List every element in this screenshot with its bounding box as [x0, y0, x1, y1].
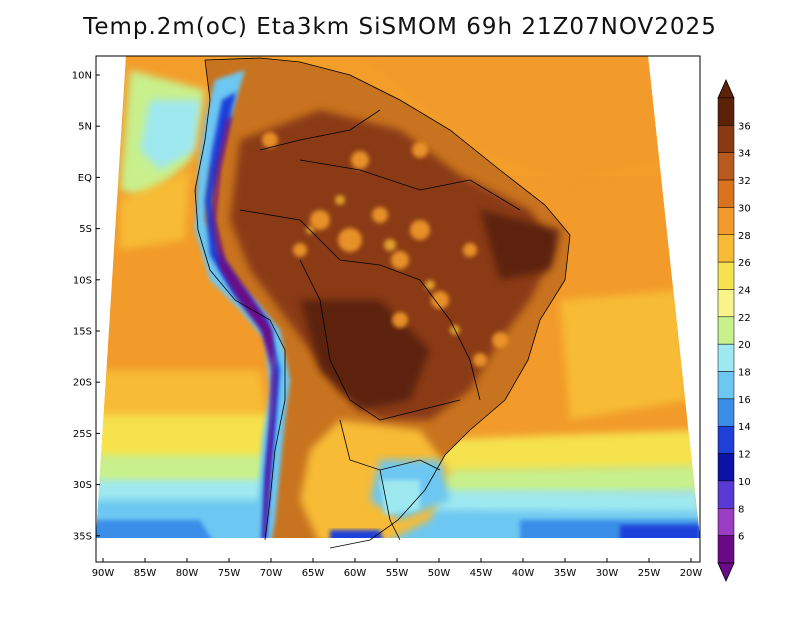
map-frame	[95, 55, 701, 563]
colorbar-label: 16	[738, 395, 751, 406]
colorbar-label: 18	[738, 368, 751, 379]
lon-tick-label: 40W	[512, 568, 535, 579]
colorbar-label: 30	[738, 203, 751, 214]
lat-tick-label: 35S	[73, 531, 92, 542]
temperature-field	[96, 56, 700, 538]
lat-tick-label: 5S	[79, 224, 92, 235]
colorbar-segment	[717, 179, 735, 208]
latitude-axis: 10N 5N EQ 5S 10S 15S 20S 25S 30S 35S	[72, 71, 100, 542]
lon-tick-label: 85W	[134, 568, 157, 579]
colorbar-label: 28	[738, 231, 751, 242]
colorbar-label: 14	[738, 422, 751, 433]
lat-tick-label: EQ	[78, 173, 92, 184]
lon-tick-label: 70W	[260, 568, 283, 579]
lon-tick-label: 20W	[680, 568, 703, 579]
colorbar-segment	[717, 508, 735, 536]
colorbar-segment	[717, 125, 735, 153]
colorbar-label: 34	[738, 149, 751, 160]
colorbar-segment	[717, 453, 735, 482]
lat-tick-label: 20S	[73, 378, 92, 389]
colorbar-label: 10	[738, 477, 751, 488]
lon-tick-label: 90W	[92, 568, 115, 579]
colorbar-label: 20	[738, 340, 751, 351]
colorbar-label: 26	[738, 258, 751, 269]
lon-tick-label: 35W	[554, 568, 577, 579]
coastlines-borders	[194, 57, 571, 549]
colorbar-segment	[717, 152, 735, 181]
colorbar-segment	[717, 398, 735, 427]
colorbar-segment	[717, 425, 735, 454]
colorbar-segment	[717, 343, 735, 372]
colorbar: 36 34 32 30 28 26 24 22 20 18 16 14 12 10 8 6	[717, 79, 751, 582]
lon-tick-label: 80W	[176, 568, 199, 579]
lat-tick-label: 10S	[73, 275, 92, 286]
colorbar-segment	[717, 371, 735, 400]
colorbar-label: 36	[738, 121, 751, 132]
colorbar-segment	[717, 261, 735, 290]
lat-tick-label: 5N	[78, 122, 92, 133]
colorbar-segment	[717, 316, 735, 345]
colorbar-segment	[717, 480, 735, 509]
lon-tick-label: 60W	[344, 568, 367, 579]
colorbar-segment	[717, 97, 735, 126]
map-title: Temp.2m(oC) Eta3km SiSMOM 69h 21Z07NOV20…	[83, 14, 717, 40]
longitude-axis: 90W 85W 80W 75W 70W 65W 60W 55W 50W 45W 40W 35W 30W 2…	[92, 558, 703, 579]
lon-tick-label: 30W	[596, 568, 619, 579]
lon-tick-label: 65W	[302, 568, 325, 579]
lon-tick-label: 75W	[218, 568, 241, 579]
lat-tick-label: 15S	[73, 327, 92, 338]
colorbar-label: 6	[738, 532, 744, 543]
lat-tick-label: 30S	[73, 480, 92, 491]
colorbar-label: 32	[738, 176, 751, 187]
lon-tick-label: 50W	[428, 568, 451, 579]
lat-tick-label: 10N	[72, 71, 92, 82]
lon-tick-label: 55W	[386, 568, 409, 579]
colorbar-label: 8	[738, 504, 744, 515]
colorbar-segment	[717, 289, 735, 318]
colorbar-label: 24	[738, 285, 751, 296]
lon-tick-label: 45W	[470, 568, 493, 579]
colorbar-segment	[717, 207, 735, 236]
colorbar-top-arrow	[717, 79, 735, 99]
colorbar-segment	[717, 234, 735, 263]
colorbar-label: 22	[738, 313, 751, 324]
colorbar-label: 12	[738, 450, 751, 461]
colorbar-bottom-arrow	[717, 562, 735, 582]
lat-tick-label: 25S	[73, 429, 92, 440]
colorbar-segment	[717, 535, 735, 564]
lon-tick-label: 25W	[638, 568, 661, 579]
